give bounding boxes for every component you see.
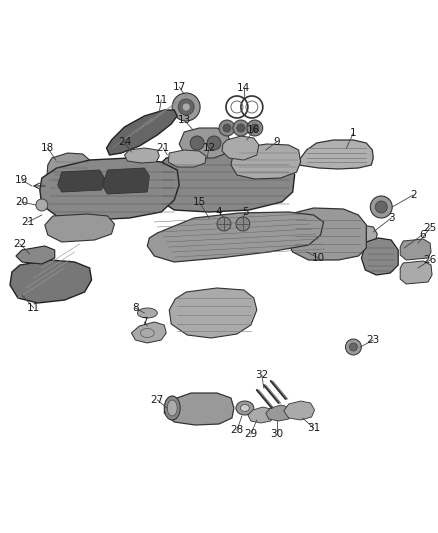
Text: 8: 8 [132,303,139,313]
Polygon shape [299,140,373,169]
Circle shape [178,99,194,115]
Text: 21: 21 [157,143,170,153]
Text: 23: 23 [367,335,380,345]
Polygon shape [287,208,366,260]
Text: 22: 22 [13,239,27,249]
Circle shape [182,103,190,111]
Polygon shape [40,158,179,220]
Text: 7: 7 [141,317,148,327]
Ellipse shape [236,401,254,415]
Text: 15: 15 [192,197,206,207]
Polygon shape [164,393,234,425]
Text: 1: 1 [350,128,357,138]
Text: 11: 11 [27,303,40,313]
Circle shape [207,136,221,150]
Polygon shape [248,407,274,423]
Circle shape [237,124,245,132]
Ellipse shape [167,400,177,416]
Text: 10: 10 [312,253,325,263]
Text: 16: 16 [247,125,261,135]
Circle shape [370,196,392,218]
Text: 27: 27 [151,395,164,405]
Text: 12: 12 [202,143,215,153]
Text: 13: 13 [177,115,191,125]
Ellipse shape [240,405,249,411]
Polygon shape [168,150,206,167]
Circle shape [247,120,263,136]
Polygon shape [16,246,55,264]
Polygon shape [147,212,324,262]
Polygon shape [222,136,259,160]
Text: 25: 25 [424,223,437,233]
Polygon shape [124,148,159,163]
Text: 21: 21 [21,217,35,227]
Polygon shape [131,322,166,343]
Text: 4: 4 [215,207,223,217]
Ellipse shape [138,308,157,318]
Polygon shape [179,128,231,158]
Circle shape [219,120,235,136]
Text: 2: 2 [410,190,417,200]
Polygon shape [102,168,149,194]
Text: 31: 31 [307,423,320,433]
Text: 18: 18 [41,143,54,153]
Polygon shape [45,214,114,242]
Circle shape [36,199,48,211]
Circle shape [190,136,204,150]
Text: 20: 20 [15,197,28,207]
Polygon shape [284,401,314,420]
Text: 28: 28 [230,425,244,435]
Polygon shape [10,260,92,303]
Circle shape [217,217,231,231]
Circle shape [251,124,259,132]
Ellipse shape [164,396,180,420]
Circle shape [236,217,250,231]
Text: 14: 14 [237,83,251,93]
Circle shape [172,93,200,121]
Polygon shape [169,288,257,338]
Circle shape [346,339,361,355]
Polygon shape [361,238,398,275]
Text: 6: 6 [419,230,425,240]
Polygon shape [231,144,300,179]
Circle shape [350,343,357,351]
Text: 24: 24 [118,137,131,147]
Polygon shape [106,110,177,155]
Circle shape [223,124,231,132]
Circle shape [375,201,387,213]
Text: 32: 32 [255,370,268,380]
Circle shape [233,120,249,136]
Text: 30: 30 [270,429,283,439]
Text: 19: 19 [15,175,28,185]
Polygon shape [266,405,292,421]
Text: 3: 3 [388,213,395,223]
Polygon shape [400,239,431,260]
Text: 29: 29 [244,429,258,439]
Polygon shape [154,150,295,212]
Text: 5: 5 [243,207,249,217]
Text: 26: 26 [424,255,437,265]
Polygon shape [58,170,105,192]
Polygon shape [336,224,377,247]
Text: 17: 17 [173,82,186,92]
Text: 9: 9 [273,137,280,147]
Text: 11: 11 [155,95,168,105]
Polygon shape [47,153,92,188]
Polygon shape [400,261,432,284]
